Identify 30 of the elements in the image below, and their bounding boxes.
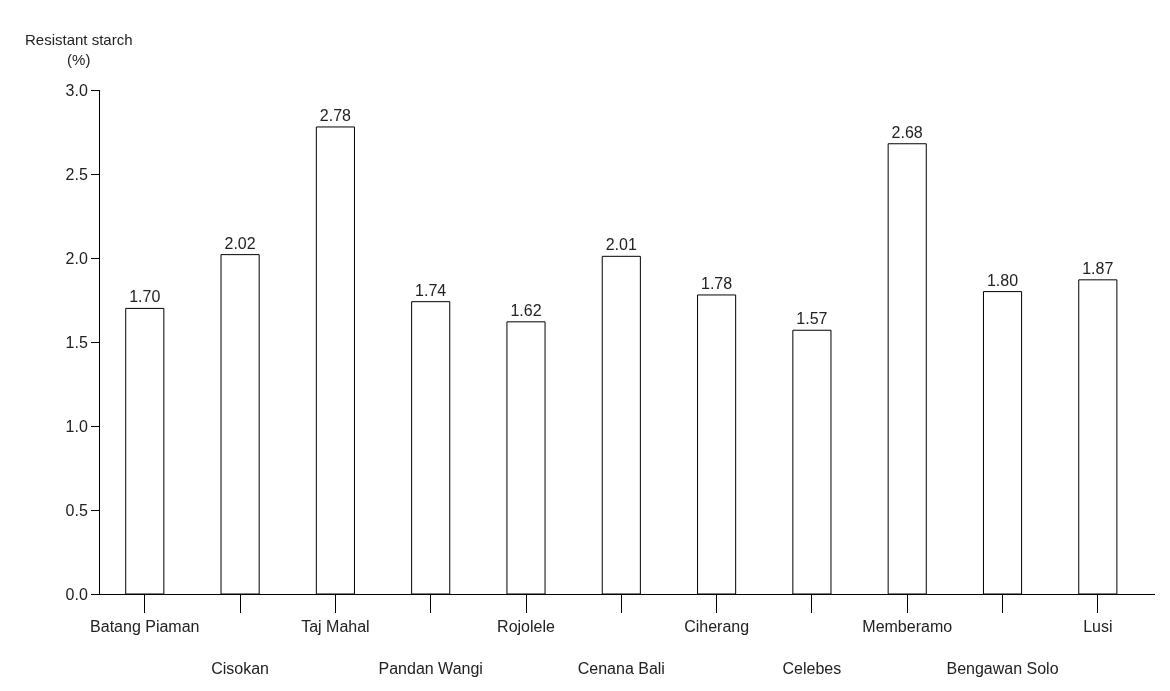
- data-label: 1.74: [415, 281, 447, 299]
- data-label: 2.02: [224, 234, 256, 252]
- data-label: 1.57: [796, 310, 828, 328]
- y-tick-label: 1.0: [65, 417, 88, 435]
- y-tick-label: 3.0: [65, 81, 88, 99]
- y-tick-label: 0.0: [65, 585, 88, 603]
- x-tick-label: Rojolele: [497, 618, 556, 636]
- x-tick-label: Bengawan Solo: [946, 659, 1059, 677]
- x-tick-label: Pandan Wangi: [378, 659, 483, 677]
- y-tick-label: 0.5: [65, 501, 88, 519]
- data-label: 1.62: [510, 301, 542, 319]
- x-tick-label: Memberamo: [862, 618, 953, 636]
- x-tick-label: Cisokan: [211, 659, 269, 677]
- data-label: 2.01: [605, 236, 637, 254]
- y-tick-label: 1.5: [65, 333, 88, 351]
- y-axis-title: Resistant starch (%): [25, 31, 133, 68]
- data-label: 1.78: [700, 274, 733, 292]
- x-tick-label: Batang Piaman: [90, 618, 200, 636]
- data-label: 2.68: [891, 123, 923, 141]
- x-tick-label: Ciherang: [684, 618, 750, 636]
- data-label: 2.78: [319, 106, 352, 124]
- data-label: 1.70: [129, 288, 161, 306]
- y-tick-label: 2.5: [65, 165, 88, 183]
- x-tick-label: Cenana Bali: [577, 659, 665, 677]
- x-tick-label: Celebes: [782, 659, 842, 677]
- data-label: 1.87: [1082, 259, 1114, 277]
- data-label: 1.80: [986, 271, 1019, 289]
- y-tick-label: 2.0: [65, 249, 88, 267]
- x-tick-label: Taj Mahal: [301, 618, 370, 636]
- x-tick-label: Lusi: [1083, 618, 1113, 636]
